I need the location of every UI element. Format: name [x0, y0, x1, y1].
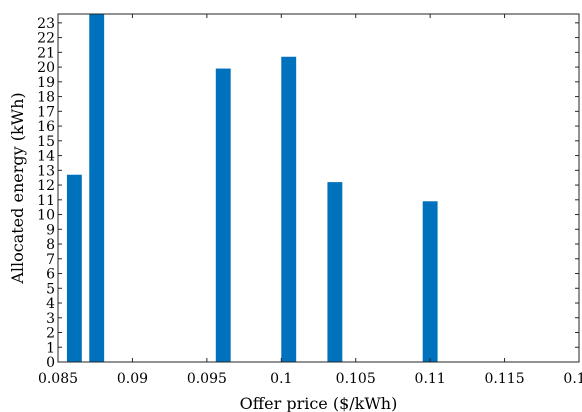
- x-tick-label-6: 0.115: [485, 371, 525, 387]
- ticks-group: [57, 14, 580, 363]
- bar-5: [422, 201, 438, 362]
- x-tick-label-7: 0.12: [563, 371, 582, 387]
- y-tick-label-2: 2: [46, 326, 55, 342]
- y-axis-label: Allocated energy (kWh): [8, 92, 27, 284]
- x-tick-label-2: 0.095: [187, 371, 227, 387]
- y-tick-label-20: 20: [37, 60, 55, 76]
- y-tick-label-6: 6: [46, 267, 55, 283]
- y-tick-label-15: 15: [37, 134, 55, 150]
- y-tick-label-4: 4: [46, 296, 55, 312]
- y-tick-label-5: 5: [46, 281, 55, 297]
- bars-group: [66, 14, 438, 362]
- y-tick-label-1: 1: [46, 340, 55, 356]
- y-tick-label-9: 9: [46, 222, 55, 238]
- bar-2: [215, 68, 231, 362]
- y-tick-label-17: 17: [37, 104, 55, 120]
- y-tick-label-13: 13: [37, 163, 55, 179]
- y-tick-label-10: 10: [37, 208, 55, 224]
- bar-0: [66, 174, 82, 362]
- y-tick-label-18: 18: [37, 90, 55, 106]
- x-tick-labels: 0.085 0.09 0.095 0.1 0.105 0.11 0.115 0.12: [38, 371, 582, 387]
- y-tick-label-3: 3: [46, 311, 55, 327]
- y-tick-label-12: 12: [37, 178, 55, 194]
- x-tick-label-1: 0.09: [117, 371, 148, 387]
- x-tick-label-5: 0.11: [415, 371, 446, 387]
- y-tick-label-23: 23: [37, 16, 55, 32]
- x-tick-label-0: 0.085: [38, 371, 78, 387]
- bar-4: [327, 182, 343, 362]
- bar-1: [89, 14, 105, 362]
- y-tick-label-14: 14: [37, 149, 55, 165]
- x-tick-label-4: 0.105: [336, 371, 376, 387]
- y-tick-label-19: 19: [37, 75, 55, 91]
- bar-3: [281, 56, 297, 362]
- y-tick-label-21: 21: [37, 45, 55, 61]
- y-tick-label-0: 0: [46, 355, 55, 371]
- y-tick-label-16: 16: [37, 119, 55, 135]
- y-tick-label-11: 11: [37, 193, 55, 209]
- y-tick-label-8: 8: [46, 237, 55, 253]
- plot-frame: [57, 13, 580, 363]
- y-tick-label-22: 22: [37, 31, 55, 47]
- y-tick-label-7: 7: [46, 252, 55, 268]
- x-tick-label-3: 0.1: [270, 371, 292, 387]
- x-axis-label: Offer price ($/kWh): [240, 394, 398, 412]
